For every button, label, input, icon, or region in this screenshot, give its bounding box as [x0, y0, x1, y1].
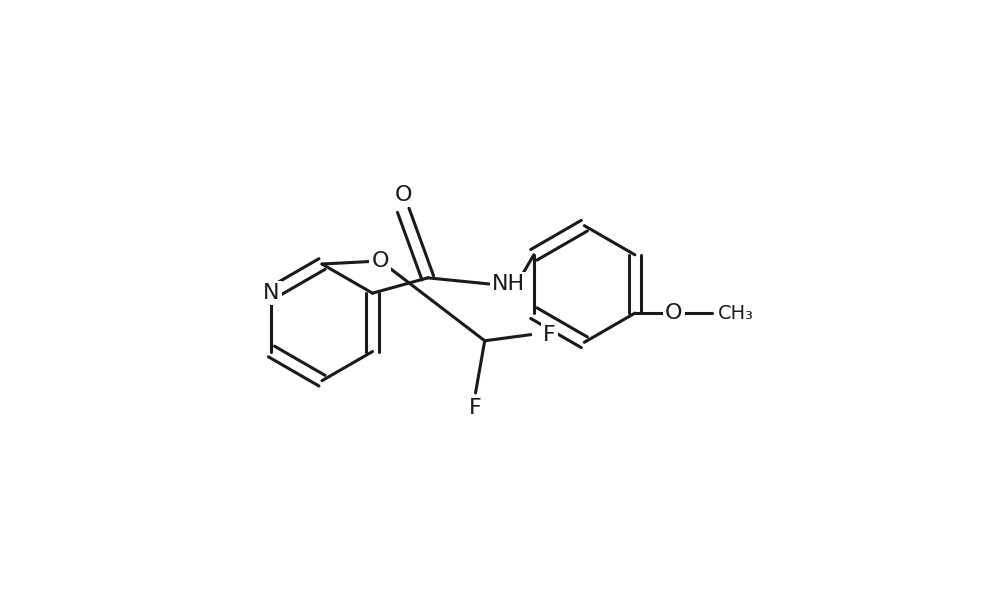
Text: O: O — [395, 185, 412, 205]
Text: F: F — [469, 398, 482, 418]
Text: O: O — [665, 303, 682, 323]
Text: O: O — [372, 251, 389, 271]
Text: NH: NH — [492, 274, 526, 294]
Text: N: N — [263, 283, 279, 303]
Text: F: F — [543, 325, 556, 344]
Text: CH₃: CH₃ — [718, 304, 753, 322]
